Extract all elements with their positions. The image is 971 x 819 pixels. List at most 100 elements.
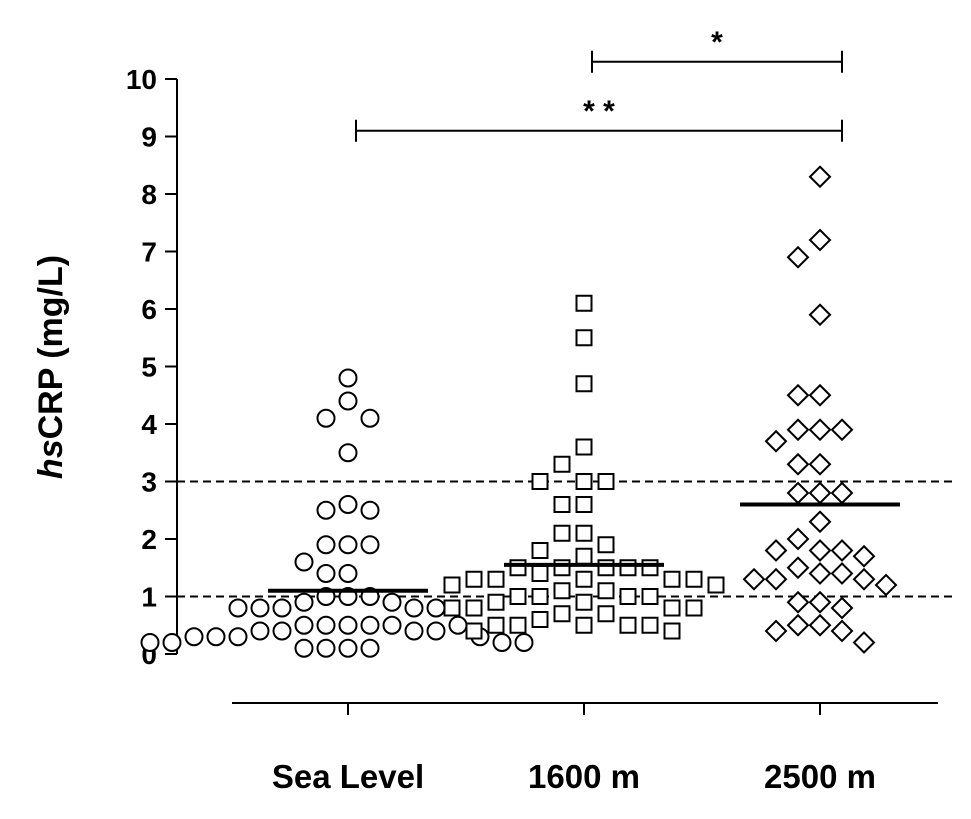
y-tick-label: 7	[141, 237, 157, 268]
sea-level-point	[338, 615, 358, 635]
sea-level-point	[228, 627, 248, 647]
sea-level-point	[404, 621, 424, 641]
sea-level-point	[316, 535, 336, 555]
altitude-1600-point	[553, 496, 571, 513]
sea-level-point	[272, 598, 292, 618]
altitude-1600-point	[575, 438, 593, 456]
altitude-2500-point	[852, 567, 876, 591]
median-lines	[268, 502, 900, 593]
altitude-1600-point	[531, 611, 549, 628]
sea-level-point	[294, 552, 314, 572]
sea-level-point	[316, 615, 336, 635]
altitude-1600-point	[575, 375, 593, 393]
altitude-1600-point	[641, 559, 659, 577]
sea-level-point	[294, 592, 314, 612]
altitude-2500-point	[808, 562, 832, 585]
sea-level-point	[360, 535, 380, 555]
altitude-1600-point	[531, 473, 549, 490]
altitude-1600-point	[487, 593, 505, 611]
altitude-2500-point	[786, 452, 810, 476]
y-tick-label: 5	[141, 352, 157, 383]
sea-level-point	[448, 615, 468, 635]
altitude-2500-point	[808, 418, 832, 442]
altitude-2500-point	[786, 245, 810, 269]
sea-level-point	[338, 443, 358, 463]
y-axis-title: hsCRP (mg/L)	[32, 255, 70, 479]
sea-level-point	[382, 592, 402, 612]
altitude-1600-point	[641, 588, 659, 605]
altitude-2500-point	[808, 383, 832, 407]
altitude-2500-point	[852, 544, 876, 568]
altitude-1600-point	[465, 570, 483, 588]
altitude-2500-point	[830, 596, 854, 620]
altitude-1600-point	[597, 582, 615, 600]
altitude-1600-point	[685, 599, 703, 617]
y-tick-label: 8	[141, 179, 157, 210]
altitude-1600-point	[553, 582, 571, 600]
altitude-1600-point	[575, 473, 593, 490]
sea-level-point	[360, 408, 380, 428]
altitude-1600-point	[663, 570, 681, 588]
sea-level-point	[316, 408, 336, 428]
altitude-2500-point	[808, 613, 832, 637]
altitude-2500-point	[786, 556, 810, 580]
altitude-1600-point	[575, 496, 593, 513]
altitude-1600-point	[575, 570, 593, 588]
altitude-1600-point	[575, 616, 593, 634]
y-tick-label: 2	[141, 524, 157, 555]
sea-level-point	[338, 564, 358, 583]
sea-level-point	[382, 615, 402, 635]
altitude-1600-point	[597, 536, 615, 554]
sea-level-point	[338, 391, 358, 411]
altitude-2500-point	[830, 481, 854, 505]
altitude-1600-point	[597, 605, 615, 623]
altitude-1600-point	[553, 605, 571, 623]
sea-level-point	[316, 638, 336, 658]
sea-level-point	[404, 598, 424, 618]
altitude-2500-point	[786, 613, 810, 637]
altitude-1600-point	[531, 542, 549, 559]
altitude-2500-point	[786, 418, 810, 442]
altitude-1600-point	[465, 599, 483, 617]
altitude-1600-point	[663, 599, 681, 617]
sea-level-point	[426, 621, 446, 641]
altitude-1600-point	[465, 622, 483, 640]
altitude-1600-point	[619, 616, 637, 634]
altitude-1600-point	[531, 588, 549, 605]
sea-level-point	[250, 598, 270, 618]
altitude-2500-point	[808, 228, 832, 252]
data-points	[140, 165, 898, 658]
altitude-1600-point	[509, 559, 527, 577]
y-axis-title-italic: hs	[32, 439, 70, 479]
altitude-2500-point	[786, 590, 810, 614]
sea-level-point	[338, 368, 358, 388]
y-tick-label: 9	[141, 122, 157, 153]
sea-level-point	[338, 638, 358, 658]
altitude-2500-point	[786, 481, 810, 505]
altitude-1600-point	[641, 616, 659, 634]
altitude-1600-point	[487, 616, 505, 634]
sea-level-point	[360, 615, 380, 635]
altitude-2500-point	[786, 383, 810, 407]
altitude-2500-point	[808, 303, 832, 327]
sea-level-point	[228, 598, 248, 618]
altitude-1600-point	[707, 576, 725, 594]
altitude-1600-point	[597, 473, 615, 490]
sea-level-point	[272, 621, 292, 641]
y-axis-title-rest: CRP (mg/L)	[32, 255, 70, 439]
altitude-2500-point	[764, 539, 788, 562]
sea-level-point	[294, 615, 314, 635]
altitude-2500-point	[830, 619, 854, 643]
significance-label: * *	[583, 95, 615, 128]
y-tick-label: 6	[141, 294, 157, 325]
altitude-1600-point	[575, 547, 593, 565]
altitude-1600-point	[619, 559, 637, 577]
altitude-1600-point	[553, 559, 571, 577]
altitude-1600-point	[487, 570, 505, 588]
altitude-1600-point	[575, 593, 593, 611]
sea-level-point	[514, 633, 534, 652]
sea-level-point	[338, 495, 358, 514]
sea-level-point	[162, 633, 182, 652]
